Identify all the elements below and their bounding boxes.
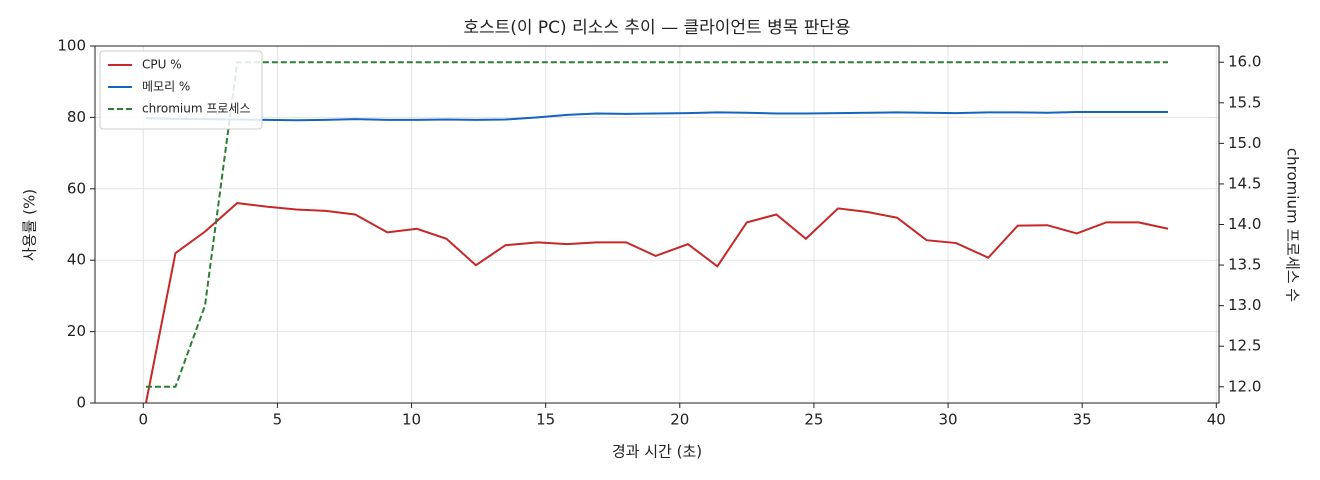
series-line: [145, 61, 1169, 388]
y2-tick-label: 12.0: [1228, 377, 1261, 395]
series-line: [145, 111, 1169, 122]
y-axis-label: 사용률 (%): [21, 189, 39, 261]
y-tick-label: 100: [57, 37, 86, 55]
y2-tick-label: 14.5: [1228, 174, 1261, 192]
y-tick-label: 0: [76, 394, 86, 412]
y2-tick-label: 13.5: [1228, 256, 1261, 274]
legend-box: [99, 50, 263, 130]
y2-tick-label: 15.0: [1228, 134, 1261, 152]
y2-tick-label: 16.0: [1228, 53, 1261, 71]
y-tick-label: 80: [67, 108, 86, 126]
y-tick-label: 60: [67, 179, 86, 197]
x-axis-label: 경과 시간 (초): [612, 443, 702, 461]
legend-label: chromium 프로세스: [142, 102, 251, 116]
y2-tick-label: 12.5: [1228, 337, 1261, 355]
x-tick-label: 10: [402, 411, 421, 429]
x-tick-label: 15: [536, 411, 555, 429]
y2-axis-label: chromium 프로세스 수: [1284, 148, 1302, 302]
y2-tick-label: 14.0: [1228, 215, 1261, 233]
x-tick-label: 25: [804, 411, 823, 429]
y2-tick-label: 13.0: [1228, 296, 1261, 314]
y2-tick-label: 15.5: [1228, 93, 1261, 111]
plot-frame: [94, 45, 1220, 404]
series-line: [144, 202, 1169, 403]
x-tick-label: 40: [1207, 411, 1226, 429]
chart-title: 호스트(이 PC) 리소스 추이 — 클라이언트 병목 판단용: [463, 18, 850, 38]
legend-label: 메모리 %: [142, 80, 190, 94]
y-tick-label: 20: [67, 322, 86, 340]
x-tick-label: 5: [273, 411, 283, 429]
x-tick-label: 20: [670, 411, 689, 429]
legend-label: CPU %: [142, 58, 182, 72]
y-tick-label: 40: [67, 251, 86, 269]
x-tick-label: 30: [939, 411, 958, 429]
x-tick-label: 0: [139, 411, 149, 429]
x-tick-label: 35: [1073, 411, 1092, 429]
